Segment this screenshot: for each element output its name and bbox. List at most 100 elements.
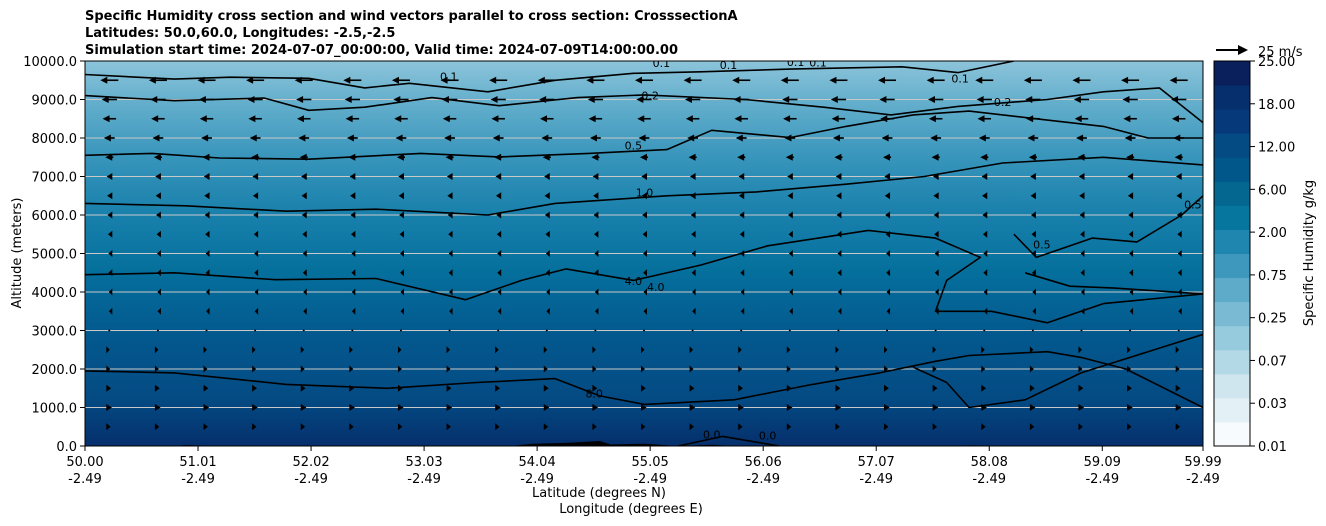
wind-vector-head	[1025, 96, 1033, 103]
x-tick-label-longitude: -2.49	[1085, 472, 1119, 487]
wind-vector-head	[491, 115, 499, 123]
wind-vector	[689, 365, 694, 373]
contour-label: 0.1	[720, 59, 738, 72]
wind-vector	[881, 134, 893, 142]
wind-vector-head	[154, 423, 160, 431]
wind-vector	[641, 423, 646, 431]
wind-vector	[154, 365, 159, 373]
y-tick-label: 1000.0	[32, 402, 78, 417]
wind-vector-head	[301, 192, 307, 200]
wind-vector	[691, 269, 696, 277]
wind-vector-head	[349, 404, 356, 411]
wind-vector-head	[542, 153, 550, 161]
wind-vector	[544, 192, 550, 200]
wind-vector-head	[350, 211, 356, 219]
wind-vector	[1177, 329, 1180, 332]
contour-line	[677, 435, 780, 446]
wind-vector	[643, 288, 647, 296]
contour-label: 0.1	[787, 56, 805, 69]
wind-vector	[591, 153, 600, 161]
wind-vector-head	[835, 404, 842, 411]
wind-vector	[495, 404, 501, 411]
wind-vector	[733, 96, 749, 103]
wind-vector	[1031, 250, 1036, 257]
wind-vector	[399, 329, 402, 332]
x-tick-label-longitude: -2.49	[859, 472, 893, 487]
wind-vector-head	[397, 346, 402, 354]
wind-vector-head	[738, 346, 742, 354]
wind-vector	[106, 365, 111, 373]
x-tick-label-latitude: 54.04	[519, 455, 556, 470]
wind-vector	[1175, 384, 1181, 392]
wind-vector-head	[199, 115, 207, 123]
wind-vector	[251, 153, 260, 161]
wind-vector-head	[543, 423, 549, 431]
wind-vector	[933, 211, 939, 219]
wind-vector-head	[537, 76, 545, 84]
wind-vector-head	[884, 365, 888, 373]
wind-vector	[491, 115, 505, 123]
wind-vector-head	[398, 192, 404, 200]
wind-vector	[344, 96, 360, 103]
wind-vector	[689, 423, 694, 431]
wind-vector-head	[689, 365, 694, 373]
wind-vector	[203, 404, 210, 411]
wind-vector-head	[837, 269, 842, 277]
wind-vector-head	[495, 365, 500, 373]
wind-vector	[154, 423, 160, 431]
wind-vector-head	[739, 211, 745, 219]
wind-vector-head	[685, 115, 693, 123]
wind-vector	[1030, 173, 1036, 180]
wind-vector-head	[1127, 192, 1134, 200]
wind-vector	[202, 153, 211, 161]
wind-vector	[586, 76, 605, 84]
wind-vector-head	[252, 365, 257, 373]
wind-vector	[1032, 288, 1036, 296]
wind-vector	[983, 329, 986, 332]
wind-vector-head	[106, 423, 111, 431]
wind-vector	[495, 192, 502, 200]
x-tick-label-longitude: -2.49	[407, 472, 441, 487]
wind-vector-head	[349, 423, 354, 431]
wind-vector	[151, 115, 165, 123]
wind-vector	[643, 307, 647, 315]
wind-vector	[835, 384, 841, 392]
wind-vector-head	[1031, 250, 1036, 257]
wind-vector-head	[252, 192, 259, 200]
wind-vector	[689, 346, 694, 354]
wind-vector	[1032, 307, 1036, 315]
wind-vector	[879, 96, 895, 103]
wind-vector	[780, 76, 799, 84]
wind-vector	[1124, 134, 1136, 142]
wind-vector	[108, 307, 113, 315]
wind-vector	[296, 115, 311, 123]
wind-vector	[835, 404, 842, 411]
y-tick-label: 7000.0	[32, 171, 78, 186]
wind-vector-head	[446, 365, 451, 373]
wind-vector	[884, 384, 889, 392]
wind-vector	[1175, 173, 1182, 180]
wind-vector	[1031, 211, 1036, 219]
wind-vector-head	[1127, 365, 1131, 373]
wind-vector-head	[105, 153, 113, 161]
wind-vector	[642, 211, 647, 219]
wind-vector	[400, 269, 404, 277]
wind-vector	[349, 365, 354, 373]
contour-label: 0.5	[1033, 239, 1051, 252]
wind-vector-head	[837, 307, 842, 315]
wind-vector	[154, 346, 159, 354]
wind-vector	[835, 173, 842, 180]
wind-vector-head	[351, 307, 356, 315]
wind-vector-head	[349, 365, 354, 373]
contour-label: 0.1	[440, 70, 458, 83]
colorbar-tick-label: 2.00	[1258, 226, 1287, 241]
wind-vector	[886, 269, 891, 277]
wind-vector	[1128, 211, 1134, 219]
wind-vector-head	[497, 288, 502, 296]
wind-vector	[982, 230, 988, 238]
wind-vector	[1031, 269, 1036, 277]
wind-vector-head	[836, 192, 842, 200]
wind-vector	[203, 346, 207, 354]
wind-vector-head	[587, 96, 595, 103]
contour-label: 4.0	[625, 275, 643, 288]
